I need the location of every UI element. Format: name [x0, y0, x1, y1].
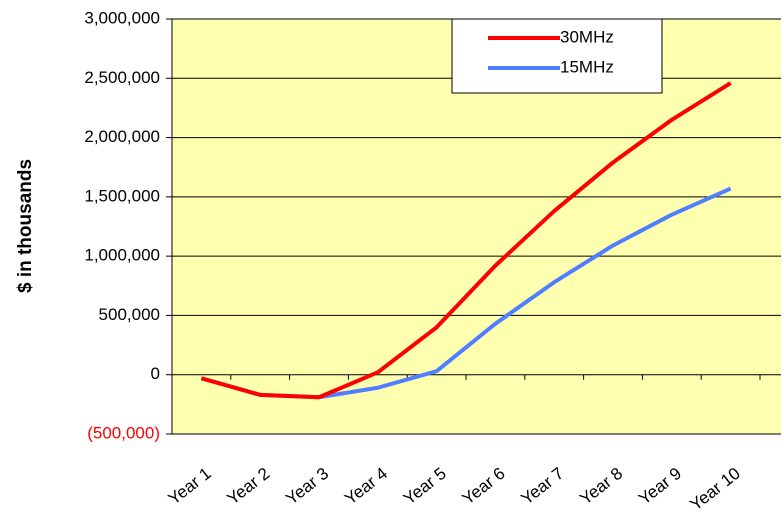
x-tick-label: Year 4 [341, 464, 391, 509]
x-tick-label: Year 7 [517, 464, 567, 509]
legend-label: 15MHz [560, 57, 614, 76]
x-tick-label: Year 10 [686, 464, 743, 515]
y-tick-label: 2,500,000 [84, 68, 160, 87]
x-tick-label: Year 1 [165, 464, 215, 509]
legend-label: 30MHz [560, 27, 614, 46]
x-tick-label: Year 2 [223, 464, 273, 509]
y-axis-label: $ in thousands [15, 159, 36, 293]
y-tick-label: 1,000,000 [84, 246, 160, 265]
x-tick-label: Year 8 [576, 464, 626, 509]
x-tick-label: Year 9 [635, 464, 685, 509]
line-series [200, 81, 732, 400]
legend-box [451, 18, 663, 94]
y-tick-label: 0 [151, 364, 160, 383]
y-tick-label: 1,500,000 [84, 186, 160, 205]
y-tick-label: 3,000,000 [84, 8, 160, 27]
x-tick-label: Year 3 [282, 464, 332, 509]
x-tick-label: Year 6 [459, 464, 509, 509]
y-tick-label: 500,000 [99, 305, 160, 324]
x-tick-label: Year 5 [400, 464, 450, 509]
y-tick-label: 2,000,000 [84, 127, 160, 146]
y-tick-label: (500,000) [87, 423, 160, 442]
